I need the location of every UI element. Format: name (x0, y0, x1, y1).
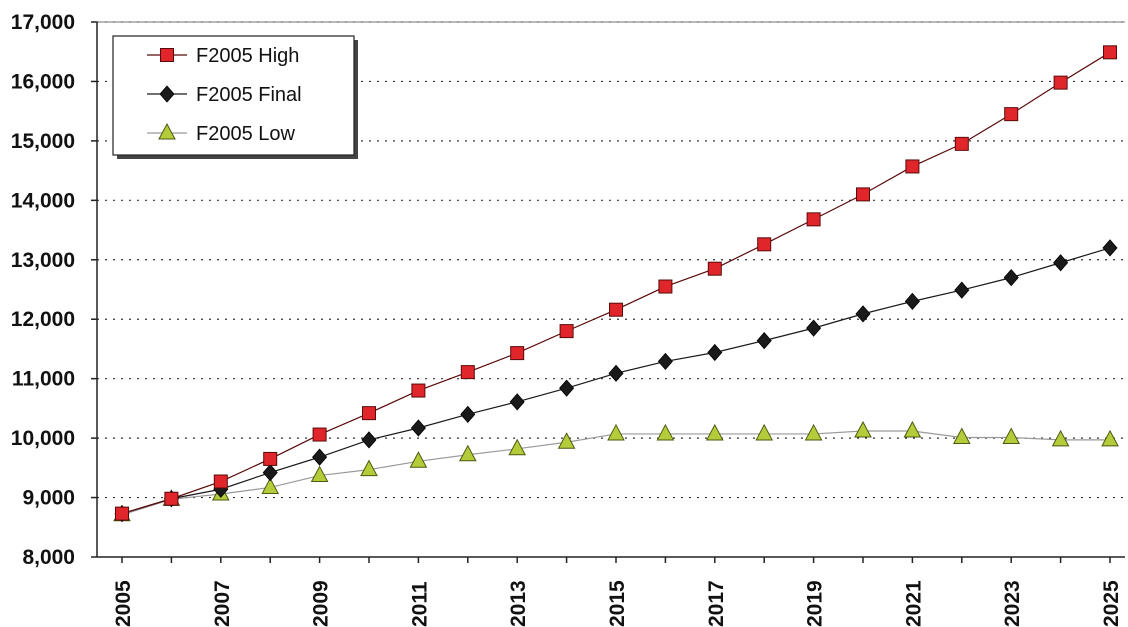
data-point-square (510, 346, 525, 361)
data-point-diamond (608, 364, 624, 382)
data-point-square (263, 451, 278, 466)
data-point-triangle (607, 423, 625, 441)
data-point-square (460, 365, 475, 380)
data-point-square (658, 279, 673, 294)
y-tick-label: 14,000 (11, 189, 75, 212)
data-point-diamond (1053, 254, 1069, 272)
legend-label: F2005 High (196, 45, 299, 67)
x-tick-label: 2021 (902, 580, 925, 627)
data-point-triangle (1051, 429, 1070, 447)
y-tick-label: 15,000 (11, 130, 75, 153)
x-tick-label: 2007 (211, 580, 234, 627)
axes (96, 21, 1125, 558)
data-point-square (411, 383, 426, 398)
x-tick-label: 2015 (606, 580, 629, 627)
data-point-triangle (854, 420, 872, 438)
data-point-square (559, 324, 574, 339)
data-point-diamond (954, 281, 970, 299)
data-point-diamond (559, 379, 575, 397)
data-point-diamond (904, 292, 920, 310)
data-point-square (609, 302, 623, 317)
x-axis-ticks: 2005 2007 2009 2011 2013 2015 2017 2019 2021 2023… (112, 557, 1123, 627)
y-tick-label: 8,000 (22, 546, 75, 569)
data-point-triangle (310, 465, 329, 483)
data-point-square (362, 406, 376, 421)
data-point-diamond (756, 332, 772, 350)
data-point-square (164, 491, 179, 506)
data-point-diamond (1003, 269, 1019, 287)
data-point-triangle (903, 420, 922, 438)
data-point-square (1053, 75, 1068, 90)
legend-marker-diamond (159, 85, 175, 103)
data-point-triangle (409, 451, 428, 468)
y-tick-label: 11,000 (12, 368, 75, 391)
legend-label: F2005 Low (196, 123, 296, 145)
data-point-triangle (261, 477, 280, 494)
x-tick-label: 2023 (1001, 580, 1024, 627)
x-tick-label: 2009 (310, 580, 333, 627)
legend: F2005 High F2005 Final F2005 Low (112, 35, 358, 159)
data-point-square (115, 506, 129, 521)
data-point-square (707, 261, 722, 276)
data-point-diamond (657, 352, 673, 371)
y-tick-label: 17,000 (11, 11, 75, 34)
data-point-square (757, 237, 772, 252)
x-tick-label: 2025 (1100, 580, 1123, 627)
data-point-triangle (755, 423, 774, 441)
data-point-diamond (460, 405, 476, 423)
data-point-diamond (410, 419, 426, 437)
data-point-diamond (707, 343, 723, 362)
data-point-square (856, 187, 870, 202)
legend-box (112, 35, 355, 156)
data-point-diamond (361, 431, 377, 449)
x-tick-label: 2019 (804, 580, 827, 627)
data-point-triangle (1101, 429, 1119, 447)
x-tick-label: 2017 (705, 580, 728, 627)
data-point-diamond (509, 393, 525, 411)
data-point-triangle (458, 444, 477, 462)
data-point-diamond (312, 448, 328, 466)
data-point-triangle (1002, 427, 1021, 445)
data-point-triangle (705, 423, 724, 441)
data-point-diamond (806, 319, 822, 337)
data-point-square (905, 159, 920, 174)
data-point-diamond (855, 305, 871, 323)
data-point-triangle (557, 432, 576, 449)
data-point-triangle (656, 423, 675, 441)
data-point-diamond (1102, 239, 1118, 257)
data-point-triangle (360, 459, 378, 477)
data-point-triangle (804, 423, 823, 441)
series-group (113, 45, 1119, 523)
y-tick-label: 9,000 (22, 487, 75, 510)
y-tick-label: 12,000 (11, 308, 75, 331)
data-point-triangle (952, 427, 971, 445)
data-point-square (806, 212, 821, 227)
x-tick-label: 2013 (507, 580, 530, 627)
data-point-square (213, 474, 228, 489)
data-point-square (954, 136, 969, 151)
data-point-square (1004, 107, 1019, 122)
data-point-triangle (508, 438, 527, 456)
y-tick-label: 16,000 (11, 70, 75, 93)
y-axis-ticks: 8,000 9,000 10,000 11,000 12,000 13,000 14,000… (11, 11, 97, 569)
y-tick-label: 13,000 (11, 249, 75, 272)
legend-marker-triangle (158, 122, 176, 140)
data-point-diamond (262, 463, 278, 482)
legend-label: F2005 Final (196, 84, 302, 106)
data-point-square (1103, 45, 1117, 60)
x-tick-label: 2011 (408, 581, 431, 627)
x-tick-label: 2005 (112, 580, 135, 627)
data-point-square (312, 427, 327, 442)
y-tick-label: 10,000 (11, 427, 75, 450)
legend-marker-square (160, 48, 174, 62)
